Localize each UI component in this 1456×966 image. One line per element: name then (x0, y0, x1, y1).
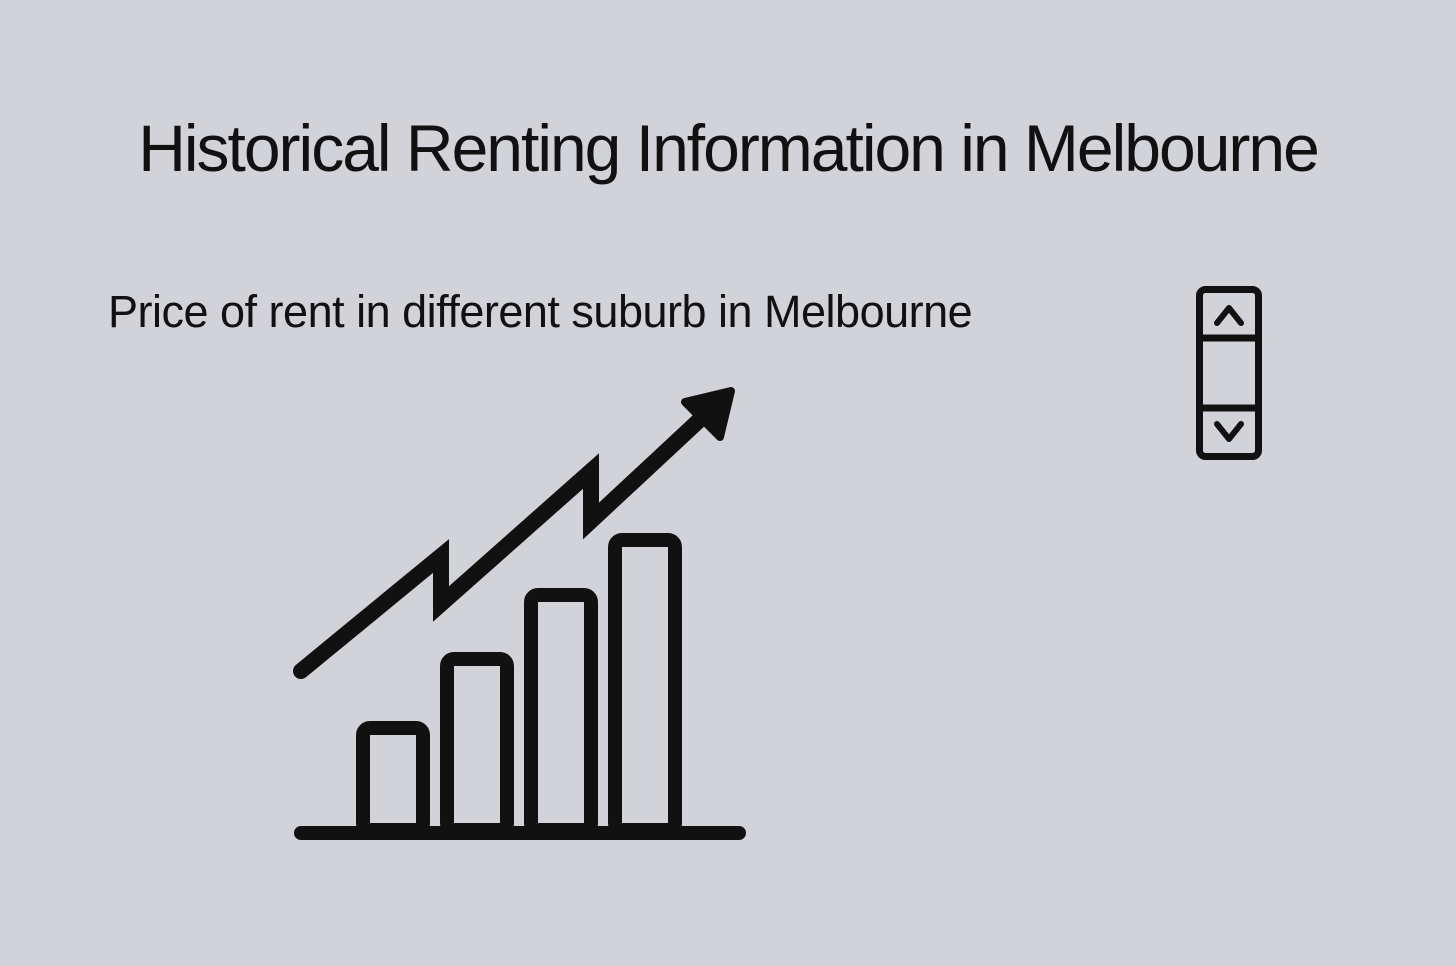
icon-bar (440, 652, 514, 837)
scroll-track[interactable] (1196, 338, 1262, 408)
scroll-down-button[interactable] (1196, 408, 1262, 460)
scroll-up-button[interactable] (1196, 286, 1262, 338)
chevron-down-icon (1214, 421, 1244, 442)
icon-bar (356, 721, 430, 837)
icon-bar (524, 588, 598, 837)
trend-arrow-head-icon (681, 387, 735, 441)
stepper-frame (1196, 286, 1262, 460)
scroll-stepper (1196, 286, 1262, 460)
page-title: Historical Renting Information in Melbou… (138, 111, 1320, 185)
rising-bar-chart-with-arrow-icon (293, 387, 746, 840)
trend-arrow-line (293, 391, 730, 679)
chevron-up-icon (1214, 305, 1244, 326)
icon-bar (608, 533, 682, 837)
chart-subtitle: Price of rent in different suburb in Mel… (108, 286, 973, 337)
